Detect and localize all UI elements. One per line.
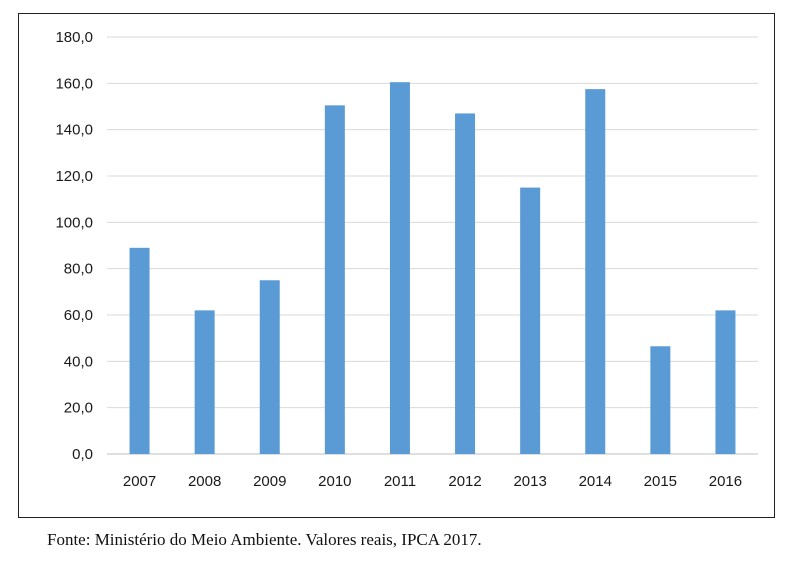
- bar-2007: [129, 247, 150, 454]
- y-tick-label: 140,0: [55, 122, 93, 139]
- y-tick-label: 180,0: [55, 29, 93, 46]
- x-tick-label: 2013: [513, 473, 546, 490]
- y-tick-label: 100,0: [55, 214, 93, 231]
- source-caption: Fonte: Ministério do Meio Ambiente. Valo…: [47, 530, 482, 549]
- bar-2016: [715, 310, 736, 454]
- x-tick-label: 2014: [579, 473, 612, 490]
- bar-2014: [585, 89, 606, 454]
- y-axis-ticks: 0,0 20,0 40,0 60,0 80,0 100,0 120,0 140,0 160,0 1…: [55, 29, 93, 463]
- gridlines: [107, 36, 758, 455]
- bar-2015: [650, 346, 671, 454]
- x-axis-ticks: 2007 2008 2009 2010 2011 2012 2013 2014 2015 2016: [123, 473, 742, 490]
- bar-2008: [194, 310, 215, 454]
- y-tick-label: 40,0: [64, 353, 93, 370]
- x-tick-label: 2012: [448, 473, 481, 490]
- bar-2010: [324, 105, 345, 454]
- bar-2011: [389, 82, 410, 455]
- y-tick-label: 60,0: [64, 307, 93, 324]
- x-tick-label: 2008: [188, 473, 221, 490]
- bar-2009: [259, 280, 280, 454]
- x-tick-label: 2015: [644, 473, 677, 490]
- x-tick-label: 2009: [253, 473, 286, 490]
- y-tick-label: 20,0: [64, 400, 93, 417]
- chart-frame: 0,0 20,0 40,0 60,0 80,0 100,0 120,0 140,0 160,0 1…: [18, 13, 775, 518]
- x-tick-label: 2011: [384, 473, 416, 490]
- x-tick-label: 2016: [709, 473, 742, 490]
- y-tick-label: 120,0: [55, 168, 93, 185]
- bar-chart: 0,0 20,0 40,0 60,0 80,0 100,0 120,0 140,0 160,0 1…: [55, 29, 758, 490]
- x-tick-label: 2010: [318, 473, 351, 490]
- y-tick-label: 0,0: [72, 446, 93, 463]
- y-tick-label: 80,0: [64, 261, 93, 278]
- y-tick-label: 160,0: [55, 75, 93, 92]
- bars: [129, 82, 736, 455]
- bar-2013: [520, 187, 541, 455]
- bar-2012: [455, 113, 476, 454]
- x-tick-label: 2007: [123, 473, 156, 490]
